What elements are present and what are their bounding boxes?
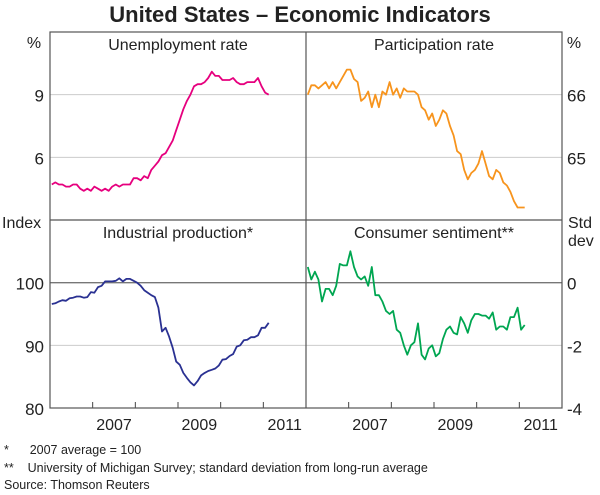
footnote-2: ** University of Michigan Survey; standa…	[4, 461, 428, 475]
panel-title: Unemployment rate	[108, 37, 248, 54]
y-tick-label: 100	[16, 275, 44, 294]
y-tick-label: -2	[567, 337, 582, 356]
chart-title: United States – Economic Indicators	[109, 2, 490, 27]
x-tick-label: 2011	[523, 417, 558, 434]
y-axis-label-right-top: %	[567, 35, 581, 52]
y-axis-label-left-bottom: Index	[2, 215, 41, 232]
series-line	[51, 277, 270, 387]
footnote-1: * 2007 average = 100	[4, 443, 142, 457]
y-tick-label: 90	[25, 337, 44, 356]
y-tick-label: 0	[567, 275, 576, 294]
y-tick-label: -4	[567, 400, 582, 419]
panel-title: Consumer sentiment**	[354, 225, 514, 242]
x-tick-label: 2007	[352, 417, 388, 434]
x-tick-label: 2009	[182, 417, 218, 434]
x-tick-label: 2009	[438, 417, 474, 434]
series-line	[306, 250, 526, 361]
y-tick-label: 80	[25, 400, 44, 419]
series-line	[306, 68, 525, 209]
y-axis-label-right-bottom-line1: Std	[568, 215, 592, 232]
panel-title: Industrial production*	[103, 225, 253, 242]
y-tick-label: 66	[567, 87, 586, 106]
series-line	[51, 70, 270, 192]
panel-title: Participation rate	[374, 37, 494, 54]
x-tick-label: 2011	[267, 417, 302, 434]
y-axis-label-left-top: %	[27, 35, 41, 52]
y-axis-label-right-bottom-line2: dev	[568, 233, 594, 250]
x-tick-label: 2007	[96, 417, 132, 434]
y-tick-label: 9	[35, 87, 44, 106]
footnote-source: Source: Thomson Reuters	[4, 478, 150, 492]
y-tick-label: 6	[35, 149, 44, 168]
y-tick-label: 65	[567, 149, 586, 168]
